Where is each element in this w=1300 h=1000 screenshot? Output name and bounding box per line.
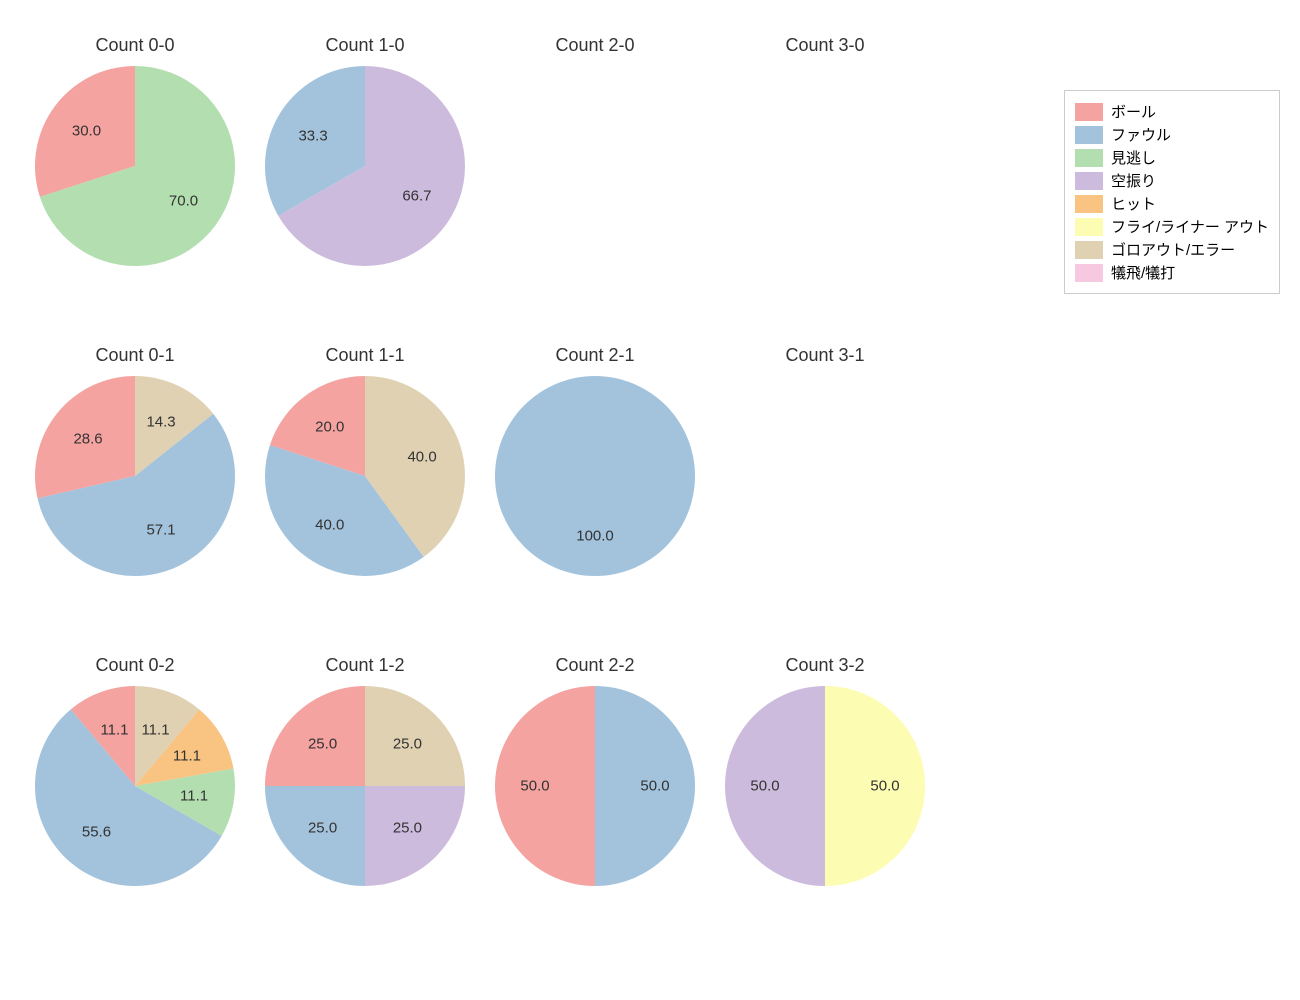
chart-title: Count 3-1 bbox=[785, 345, 864, 366]
cell-2-1: Count 2-1 100.0 bbox=[480, 330, 710, 640]
legend-item-swing: 空振り bbox=[1075, 170, 1269, 191]
slice-label: 28.6 bbox=[73, 430, 102, 447]
slice-label: 100.0 bbox=[576, 528, 614, 545]
chart-title: Count 3-2 bbox=[785, 655, 864, 676]
legend-swatch bbox=[1075, 195, 1103, 213]
cell-1-1: Count 1-1 20.0 40.0 40.0 bbox=[250, 330, 480, 640]
pie-1-1: 20.0 40.0 40.0 bbox=[265, 376, 465, 576]
slice-label: 25.0 bbox=[308, 820, 337, 837]
legend-label: 犠飛/犠打 bbox=[1111, 262, 1175, 283]
pie-3-2: 50.0 50.0 bbox=[725, 686, 925, 886]
slice-label: 11.1 bbox=[180, 788, 208, 805]
chart-title: Count 0-0 bbox=[95, 35, 174, 56]
legend-label: 空振り bbox=[1111, 170, 1156, 191]
slice-label: 40.0 bbox=[407, 449, 436, 466]
pie-1-2: 25.0 25.0 25.0 25.0 bbox=[265, 686, 465, 886]
chart-title: Count 2-2 bbox=[555, 655, 634, 676]
pie-2-2: 50.0 50.0 bbox=[495, 686, 695, 886]
cell-3-1: Count 3-1 bbox=[710, 330, 940, 640]
chart-title: Count 2-0 bbox=[555, 35, 634, 56]
legend-label: ゴロアウト/エラー bbox=[1111, 239, 1235, 260]
slice-label: 55.6 bbox=[82, 823, 111, 840]
pie-0-2: 11.155.611.111.111.1 bbox=[35, 686, 235, 886]
slice-label: 50.0 bbox=[520, 778, 549, 795]
slice-label: 30.0 bbox=[72, 122, 101, 139]
legend-swatch bbox=[1075, 149, 1103, 167]
chart-container: Count 0-030.070.0Count 1-033.366.7Count … bbox=[20, 20, 1280, 980]
cell-0-0: Count 0-0 30.0 70.0 bbox=[20, 20, 250, 330]
legend-item-ball: ボール bbox=[1075, 101, 1269, 122]
cell-0-2: Count 0-211.155.611.111.111.1 bbox=[20, 640, 250, 950]
chart-title: Count 2-1 bbox=[555, 345, 634, 366]
legend-swatch bbox=[1075, 264, 1103, 282]
legend-swatch bbox=[1075, 172, 1103, 190]
slice-label: 50.0 bbox=[870, 778, 899, 795]
chart-title: Count 1-0 bbox=[325, 35, 404, 56]
slice-label: 50.0 bbox=[640, 778, 669, 795]
slice-label: 20.0 bbox=[315, 419, 344, 436]
legend-label: ファウル bbox=[1111, 124, 1171, 145]
pie-3-1 bbox=[725, 376, 925, 576]
legend-item-ground: ゴロアウト/エラー bbox=[1075, 239, 1269, 260]
cell-1-0: Count 1-0 33.3 66.7 bbox=[250, 20, 480, 330]
cell-0-1: Count 0-1 28.6 57.1 14.3 bbox=[20, 330, 250, 640]
slice-label: 11.1 bbox=[100, 721, 128, 738]
legend-item-looking: 見逃し bbox=[1075, 147, 1269, 168]
legend-label: ボール bbox=[1111, 101, 1156, 122]
legend-label: ヒット bbox=[1111, 193, 1156, 214]
pie-0-1: 28.6 57.1 14.3 bbox=[35, 376, 235, 576]
chart-title: Count 0-1 bbox=[95, 345, 174, 366]
slice-label: 25.0 bbox=[393, 735, 422, 752]
cell-3-2: Count 3-2 50.0 50.0 bbox=[710, 640, 940, 950]
slice-label: 66.7 bbox=[402, 188, 431, 205]
cell-1-2: Count 1-2 25.0 25.0 25.0 25.0 bbox=[250, 640, 480, 950]
legend-label: 見逃し bbox=[1111, 147, 1156, 168]
slice-label: 70.0 bbox=[169, 193, 198, 210]
pie-3-0 bbox=[725, 66, 925, 266]
legend-swatch bbox=[1075, 103, 1103, 121]
legend-item-sac: 犠飛/犠打 bbox=[1075, 262, 1269, 283]
slice-label: 57.1 bbox=[146, 522, 175, 539]
cell-2-2: Count 2-2 50.0 50.0 bbox=[480, 640, 710, 950]
slice-label: 11.1 bbox=[173, 747, 201, 764]
slice-label: 40.0 bbox=[315, 516, 344, 533]
pie-2-1: 100.0 bbox=[495, 376, 695, 576]
legend-item-foul: ファウル bbox=[1075, 124, 1269, 145]
legend-swatch bbox=[1075, 218, 1103, 236]
slice-label: 25.0 bbox=[393, 820, 422, 837]
legend: ボールファウル見逃し空振りヒットフライ/ライナー アウトゴロアウト/エラー犠飛/… bbox=[1064, 90, 1280, 294]
pie-2-0 bbox=[495, 66, 695, 266]
legend-item-flyout: フライ/ライナー アウト bbox=[1075, 216, 1269, 237]
legend-swatch bbox=[1075, 126, 1103, 144]
pie-1-0: 33.3 66.7 bbox=[265, 66, 465, 266]
cell-2-0: Count 2-0 bbox=[480, 20, 710, 330]
chart-title: Count 1-2 bbox=[325, 655, 404, 676]
chart-title: Count 0-2 bbox=[95, 655, 174, 676]
pie-0-0: 30.0 70.0 bbox=[35, 66, 235, 266]
slice-label: 11.1 bbox=[141, 721, 169, 738]
chart-title: Count 3-0 bbox=[785, 35, 864, 56]
slice-label: 33.3 bbox=[298, 127, 327, 144]
slice-label: 25.0 bbox=[308, 735, 337, 752]
legend-item-hit: ヒット bbox=[1075, 193, 1269, 214]
legend-swatch bbox=[1075, 241, 1103, 259]
slice-label: 14.3 bbox=[146, 413, 175, 430]
cell-3-0: Count 3-0 bbox=[710, 20, 940, 330]
slice-label: 50.0 bbox=[750, 778, 779, 795]
legend-label: フライ/ライナー アウト bbox=[1111, 216, 1269, 237]
pie-grid: Count 0-030.070.0Count 1-033.366.7Count … bbox=[20, 20, 940, 950]
chart-title: Count 1-1 bbox=[325, 345, 404, 366]
